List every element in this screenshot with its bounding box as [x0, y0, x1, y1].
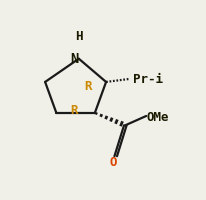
Text: R: R — [84, 80, 91, 93]
Text: O: O — [109, 155, 116, 168]
Text: Pr-i: Pr-i — [132, 72, 162, 85]
Text: R: R — [70, 103, 77, 116]
Text: OMe: OMe — [146, 111, 169, 124]
Text: H: H — [75, 30, 82, 43]
Text: N: N — [70, 52, 79, 66]
